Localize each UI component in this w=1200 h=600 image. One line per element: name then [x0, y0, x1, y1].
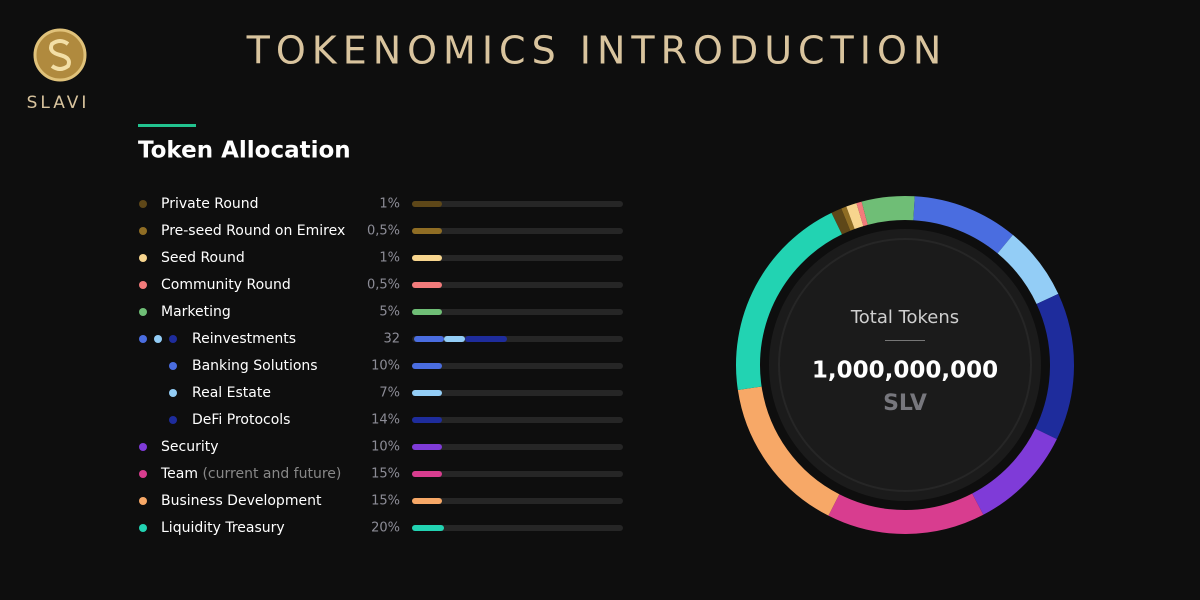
bar: [412, 390, 442, 396]
legend-dot: [169, 389, 177, 397]
item-value: 5%: [379, 305, 400, 320]
legend-dot: [154, 335, 162, 343]
item-name: Team (current and future): [160, 466, 341, 482]
legend-dot: [139, 308, 147, 316]
item-value: 0,5%: [367, 278, 400, 293]
item-value: 15%: [371, 494, 400, 509]
legend-dot: [169, 335, 177, 343]
item-name: Business Development: [161, 493, 322, 509]
legend-dot: [139, 497, 147, 505]
item-name: DeFi Protocols: [192, 412, 290, 428]
bar-track: [412, 363, 623, 369]
bar-track: [412, 201, 623, 207]
bar: [412, 255, 442, 261]
legend-dot: [139, 524, 147, 532]
center-divider: [885, 340, 925, 341]
bar-track: [412, 444, 623, 450]
brand: SLAVI: [27, 93, 90, 113]
item-name: Private Round: [161, 196, 259, 212]
donut-segment: [828, 493, 984, 534]
center-label: Total Tokens: [850, 307, 959, 328]
bar: [412, 201, 442, 207]
bar-segment: [414, 336, 444, 342]
item-value: 10%: [371, 359, 400, 374]
donut-segment: [737, 386, 840, 516]
item-value: 1%: [379, 197, 400, 212]
bar-track: [412, 417, 623, 423]
bar-track: [412, 282, 623, 288]
bar: [412, 417, 442, 423]
legend-dot: [139, 335, 147, 343]
bar: [412, 471, 442, 477]
page-title: TOKENOMICS INTRODUCTION: [246, 29, 948, 73]
donut-segment: [846, 203, 864, 230]
logo-mark: [49, 39, 71, 71]
bar-track: [412, 228, 623, 234]
legend-dot: [139, 470, 147, 478]
donut-segment: [856, 201, 868, 227]
section-title: Token Allocation: [138, 138, 351, 164]
legend-dot: [139, 281, 147, 289]
donut-center: [769, 229, 1041, 501]
legend-dot: [139, 443, 147, 451]
donut-segment: [913, 196, 1013, 254]
item-value: 7%: [379, 386, 400, 401]
bar-track: [412, 255, 623, 261]
item-value: 20%: [371, 521, 400, 536]
item-name: Security: [161, 439, 219, 455]
item-value: 1%: [379, 251, 400, 266]
item-value: 15%: [371, 467, 400, 482]
bar-track: [412, 390, 623, 396]
donut-segment: [736, 212, 843, 391]
legend-dot: [139, 200, 147, 208]
item-value: 32: [383, 332, 400, 347]
bar: [412, 228, 442, 234]
donut-segment: [971, 428, 1057, 515]
donut-segment: [841, 206, 855, 231]
item-name: Community Round: [161, 277, 291, 293]
item-name: Seed Round: [161, 250, 245, 266]
donut-segment: [1035, 293, 1074, 440]
legend-dot: [169, 362, 177, 370]
bar: [412, 282, 442, 288]
legend-dot: [139, 254, 147, 262]
bar: [412, 498, 442, 504]
donut-ring: [778, 238, 1032, 492]
bar-track: [412, 336, 623, 342]
item-name: Real Estate: [192, 385, 271, 401]
bar-segment: [465, 336, 507, 342]
bar-track: [412, 498, 623, 504]
bar: [412, 363, 442, 369]
bar: [412, 525, 444, 531]
total-tokens: 1,000,000,000: [812, 358, 998, 384]
bar: [412, 309, 442, 315]
accent-line: [138, 124, 196, 127]
bar-segment: [444, 336, 465, 342]
item-value: 10%: [371, 440, 400, 455]
bar-track: [412, 525, 623, 531]
item-note: (current and future): [202, 466, 341, 482]
item-name: Reinvestments: [192, 331, 296, 347]
item-name: Liquidity Treasury: [161, 520, 285, 536]
legend-dot: [169, 416, 177, 424]
item-name: Banking Solutions: [192, 358, 318, 374]
bar-track: [412, 471, 623, 477]
item-value: 0,5%: [367, 224, 400, 239]
bar: [412, 444, 442, 450]
legend-dot: [139, 227, 147, 235]
donut-segment: [861, 196, 915, 225]
donut-segment: [831, 208, 851, 235]
token-unit: SLV: [883, 391, 927, 416]
donut-segment: [997, 234, 1059, 305]
bar-track: [412, 309, 623, 315]
item-value: 14%: [371, 413, 400, 428]
item-name: Marketing: [161, 304, 231, 320]
item-name: Pre-seed Round on Emirex: [161, 223, 345, 239]
